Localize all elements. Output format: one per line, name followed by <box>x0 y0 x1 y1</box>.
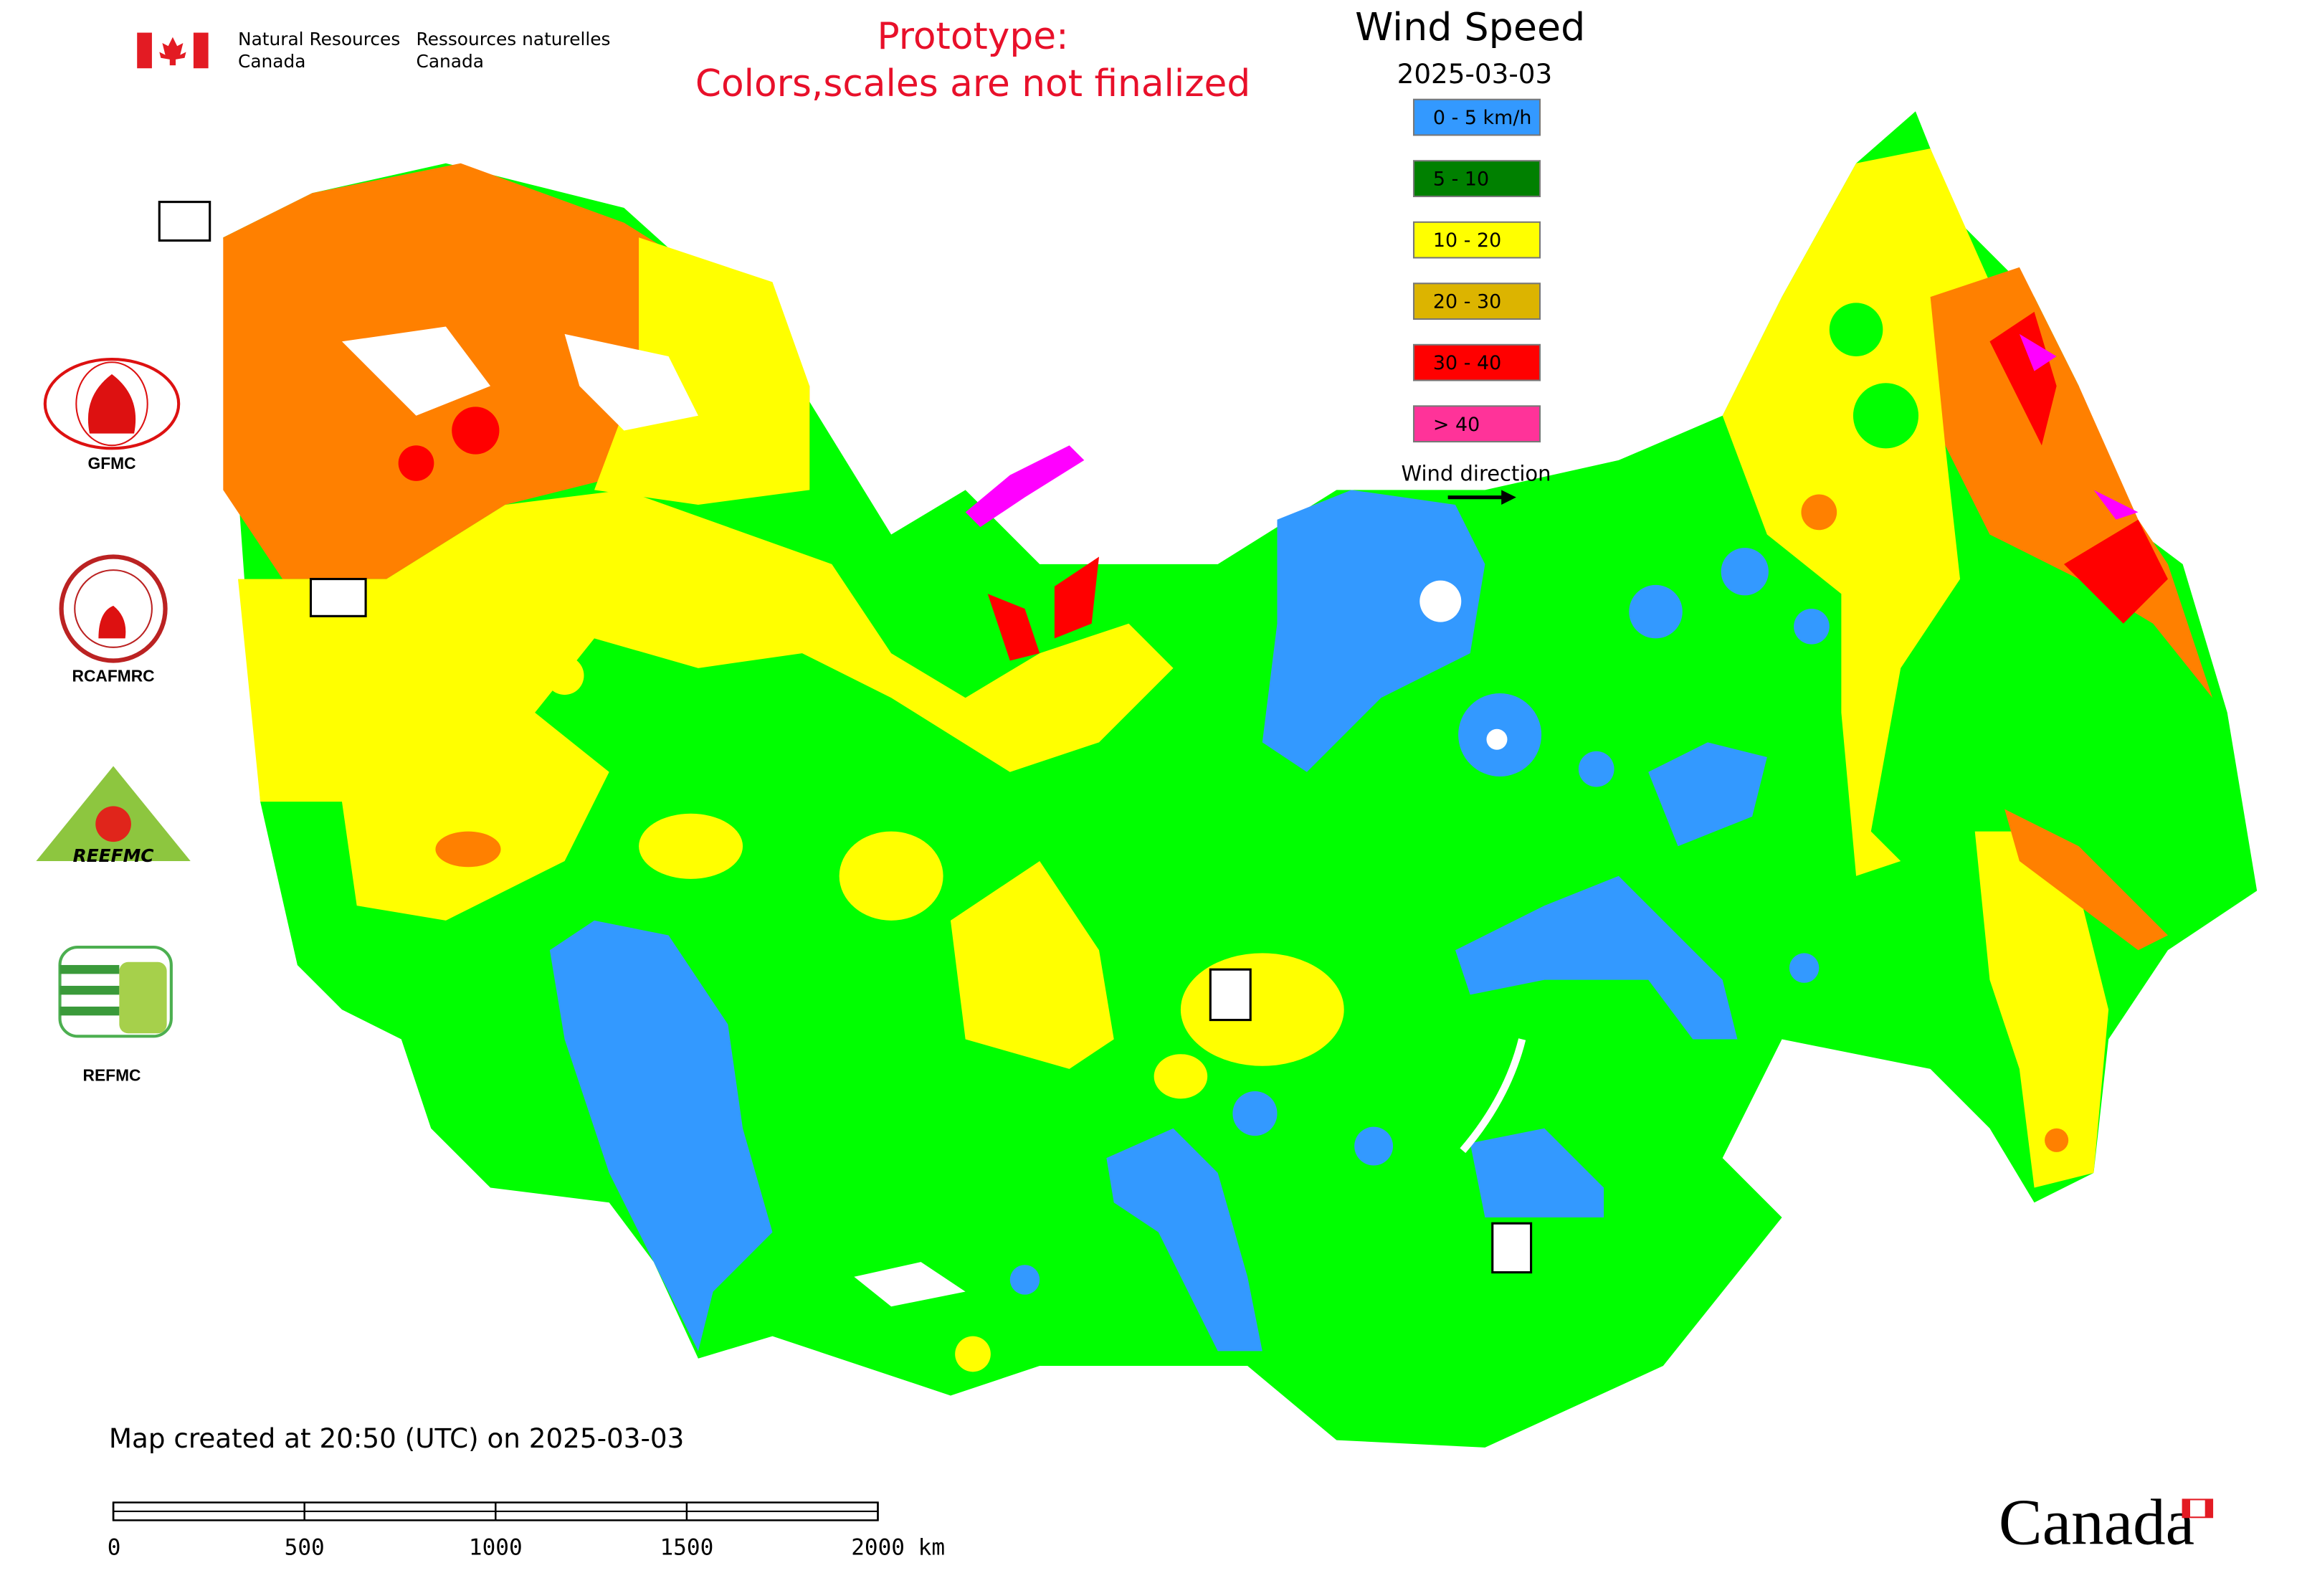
scale-label: 1000 <box>469 1535 523 1561</box>
legend-label: > 40 <box>1433 414 1480 436</box>
refmc-logo <box>58 946 173 1038</box>
legend-swatch <box>1412 405 1541 443</box>
legend-label: 5 - 10 <box>1433 168 1489 191</box>
wind-arrow <box>1447 490 1516 505</box>
scale-label: 1500 <box>660 1535 713 1561</box>
legend-label: 20 - 30 <box>1433 291 1501 313</box>
logo-label: RCAFMRC <box>72 666 155 685</box>
legend-label: 30 - 40 <box>1433 352 1501 374</box>
agency-en: Canada <box>238 51 305 72</box>
wordmark-flag <box>2182 1498 2214 1519</box>
legend-swatch <box>1412 221 1541 259</box>
scale-bar: 0 500 1000 1500 2000 km <box>108 1501 945 1561</box>
legend-swatch <box>1412 98 1541 136</box>
legend-swatch <box>1412 343 1541 381</box>
map-logo-markers <box>158 201 1533 1274</box>
reefmc-logo <box>36 766 191 862</box>
logo-label: REFMC <box>83 1065 141 1084</box>
legend-label: 0 - 5 km/h <box>1433 107 1532 129</box>
gfmc-logo <box>43 358 181 450</box>
prototype-note: Colors,scales are not finalized <box>695 62 1250 105</box>
prototype-note: Prototype: <box>877 15 1068 58</box>
legend: 0 - 5 km/h 5 - 10 10 - 20 20 - 30 30 - 40 > 4… <box>1412 98 1541 443</box>
wind-map <box>223 111 2258 1448</box>
legend-title: Wind Speed <box>1355 4 1585 49</box>
scale-label: 0 <box>108 1535 121 1561</box>
scale-label: 2000 km <box>851 1535 945 1561</box>
rcafmrc-logo <box>59 554 168 663</box>
created-note: Map created at 20:50 (UTC) on 2025-03-03 <box>109 1422 684 1454</box>
agency-fr: Ressources naturelles <box>417 29 611 49</box>
logo-label: REEFMC <box>73 845 154 866</box>
legend-label: 10 - 20 <box>1433 229 1501 252</box>
legend-date: 2025-03-03 <box>1397 58 1553 90</box>
legend-swatch <box>1412 160 1541 197</box>
canada-wordmark: Canada <box>1999 1486 2194 1559</box>
agency-fr: Canada <box>417 51 484 72</box>
wind-direction-label: Wind direction <box>1401 462 1551 486</box>
canada-flag <box>137 32 209 69</box>
logo-label: GFMC <box>87 454 135 472</box>
legend-swatch <box>1412 282 1541 320</box>
scale-label: 500 <box>285 1535 325 1561</box>
agency-en: Natural Resources <box>238 29 400 49</box>
